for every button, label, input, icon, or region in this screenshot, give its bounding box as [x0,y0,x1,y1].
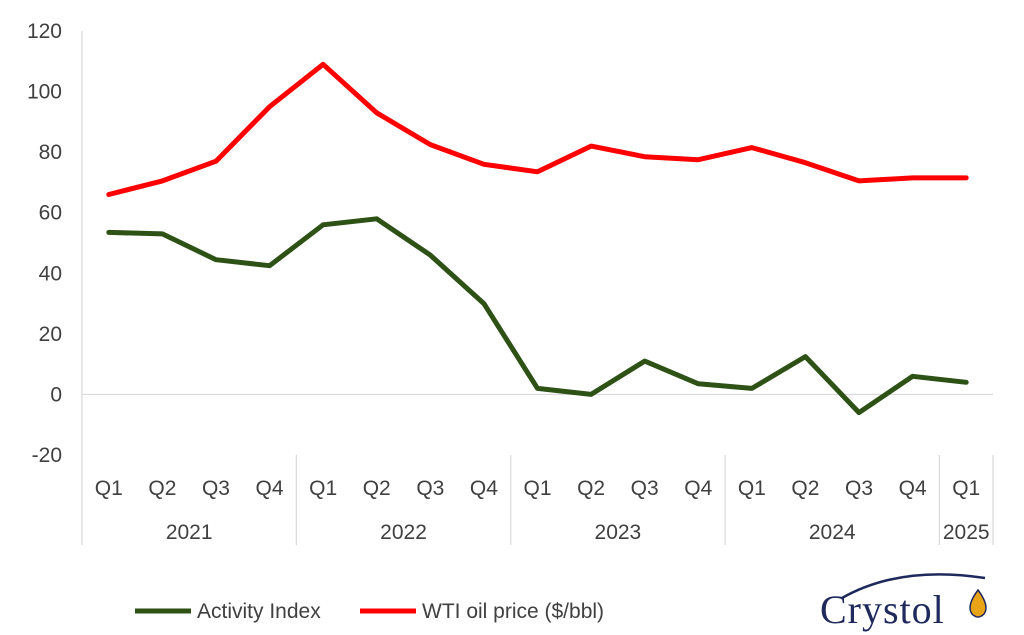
y-tick-label: 120 [27,20,62,43]
year-label: 2023 [595,521,642,544]
x-tick-label: Q4 [899,477,927,500]
x-tick-label: Q1 [523,477,551,500]
oil-drop-icon [969,588,987,618]
y-axis-ticks: -20 0 20 40 60 80 100 120 [27,20,62,467]
x-tick-label: Q2 [148,477,176,500]
x-tick-label: Q4 [684,477,712,500]
logo-swoosh [841,573,986,600]
series-lines [106,61,969,416]
x-tick-label: Q1 [952,477,980,500]
axes [81,31,993,545]
x-tick-label: Q1 [309,477,337,500]
x-axis-categories: Q1 Q2 Q3 Q4 Q1 Q2 Q3 Q4 Q1 Q2 Q3 Q4 Q1 Q2 Q3 Q4 Q1 2021 20… [95,455,994,545]
x-tick-label: Q1 [738,477,766,500]
logo-text: Crystol [820,587,945,632]
logo: Crystol [820,573,987,632]
x-tick-label: Q3 [202,477,230,500]
x-tick-label: Q3 [845,477,873,500]
y-tick-label: 80 [39,141,62,164]
year-label: 2021 [166,521,213,544]
x-tick-label: Q2 [577,477,605,500]
y-tick-label: 40 [39,262,62,285]
y-tick-label: -20 [32,444,62,467]
y-tick-label: 20 [39,323,62,346]
x-tick-label: Q1 [95,477,123,500]
y-tick-label: 0 [50,383,62,406]
legend: Activity Index WTI oil price ($/bbl) [135,600,604,623]
x-tick-label: Q4 [470,477,498,500]
x-tick-label: Q4 [256,477,284,500]
year-label: 2025 [943,521,990,544]
year-label: 2022 [380,521,427,544]
x-tick-label: Q3 [416,477,444,500]
x-tick-label: Q2 [363,477,391,500]
legend-label: WTI oil price ($/bbl) [422,600,604,623]
year-label: 2024 [809,521,856,544]
x-tick-label: Q3 [631,477,659,500]
legend-label: Activity Index [197,600,321,623]
series-line [106,61,969,197]
series-line [106,216,969,416]
y-tick-label: 60 [39,202,62,225]
y-tick-label: 100 [27,81,62,104]
x-tick-label: Q2 [791,477,819,500]
